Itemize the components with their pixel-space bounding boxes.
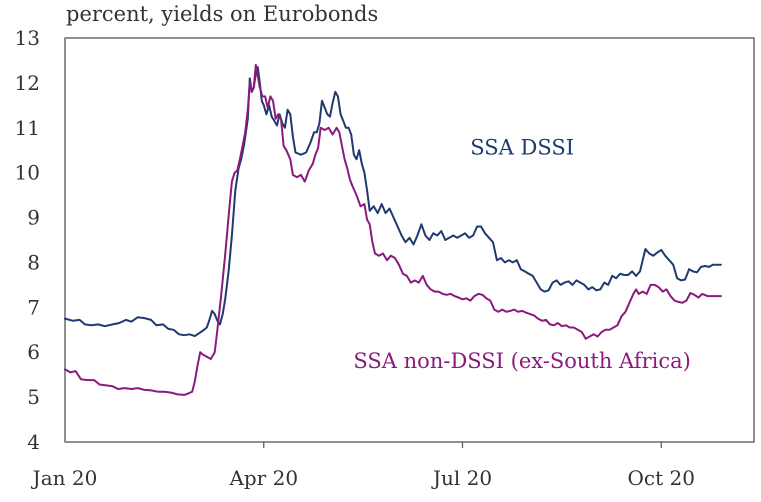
series-label-1: SSA non-DSSI (ex-South Africa) [353,349,690,373]
y-tick-label: 7 [27,295,40,319]
y-tick-label: 13 [15,26,40,50]
y-tick-label: 11 [15,116,40,140]
series-line-1 [64,63,722,396]
x-tick-label: Jan 20 [31,466,98,490]
series-labels: SSA DSSI SSA non-DSSI (ex-South Africa) [353,136,690,373]
series-lines [64,63,722,396]
series-line-0 [64,66,722,338]
y-tick-label: 6 [27,340,40,364]
y-tick-label: 5 [27,385,40,409]
x-tick-label: Oct 20 [628,466,695,490]
y-tick-label: 8 [27,250,40,274]
y-tick-label: 12 [15,71,40,95]
y-axis-title: percent, yields on Eurobonds [66,2,378,26]
plot-frame [64,37,755,443]
x-tick-labels: Jan 20 Apr 20 Jul 20 Oct 20 [31,442,695,490]
y-tick-label: 10 [15,161,40,185]
x-tick-label: Jul 20 [431,466,492,490]
y-tick-label: 9 [27,206,40,230]
series-label-0: SSA DSSI [470,136,574,160]
y-tick-label: 4 [27,430,40,454]
y-tick-labels: 4 5 6 7 8 9 10 11 12 13 [15,26,40,454]
x-tick-label: Apr 20 [228,466,298,490]
